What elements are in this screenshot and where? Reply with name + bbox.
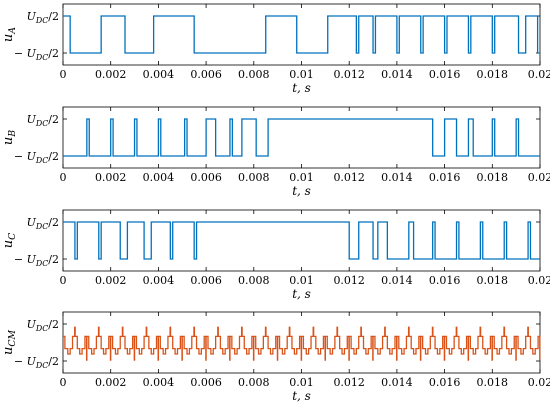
x-tick-label: 0.018 <box>477 376 509 389</box>
x-tick-label: 0.008 <box>238 376 270 389</box>
x-tick-label: 0.012 <box>333 376 365 389</box>
x-tick-label: 0.004 <box>143 68 175 81</box>
x-tick-label: 0.014 <box>381 274 413 287</box>
x-tick-label: 0.016 <box>429 171 461 184</box>
x-tick-label: 0 <box>60 376 67 389</box>
x-tick-label: 0.004 <box>143 274 175 287</box>
y-tick-label: − UDC/2 <box>14 47 59 62</box>
x-tick-label: 0.02 <box>528 68 550 81</box>
y-tick-label: UDC/2 <box>27 216 59 231</box>
x-tick-label: 0 <box>60 68 67 81</box>
x-tick-label: 0.008 <box>238 68 270 81</box>
x-axis-label: t, s <box>292 389 311 403</box>
x-tick-label: 0.002 <box>95 68 127 81</box>
series-line-1 <box>63 326 541 361</box>
x-tick-label: 0.016 <box>429 68 461 81</box>
y-axis-label: uB <box>1 130 18 145</box>
x-tick-label: 0.014 <box>381 68 413 81</box>
y-axis-label: uC <box>1 233 18 249</box>
x-axis-label: t, s <box>292 287 311 301</box>
x-tick-label: 0.014 <box>381 376 413 389</box>
series-line-1 <box>63 118 540 157</box>
y-tick-label: UDC/2 <box>27 10 59 25</box>
x-tick-label: 0.01 <box>289 171 314 184</box>
x-tick-label: 0 <box>60 274 67 287</box>
x-tick-label: 0.02 <box>528 274 550 287</box>
y-tick-label: − UDC/2 <box>14 253 59 268</box>
x-tick-label: 0.018 <box>477 171 509 184</box>
x-tick-label: 0.008 <box>238 274 270 287</box>
x-tick-label: 0.018 <box>477 68 509 81</box>
y-tick-label: UDC/2 <box>27 113 59 128</box>
y-axis-label: uA <box>1 27 18 42</box>
x-tick-label: 0.012 <box>333 171 365 184</box>
x-tick-label: 0.006 <box>190 274 222 287</box>
y-tick-label: − UDC/2 <box>14 150 59 165</box>
y-tick-label: UDC/2 <box>27 318 59 333</box>
x-tick-label: 0.01 <box>289 68 314 81</box>
series-line-1 <box>63 221 540 260</box>
x-tick-label: 0.014 <box>381 171 413 184</box>
panel-3: 0 0.002 0.004 0.006 0.008 0.01 0.012 0.014 0.016… <box>1 209 550 301</box>
series-line-1 <box>63 15 540 54</box>
x-tick-label: 0.004 <box>143 376 175 389</box>
x-tick-label: 0.012 <box>333 274 365 287</box>
plot-frame <box>62 209 541 272</box>
x-tick-label: 0.008 <box>238 171 270 184</box>
x-tick-label: 0.006 <box>190 68 222 81</box>
x-tick-label: 0.002 <box>95 274 127 287</box>
panel-2: 0 0.002 0.004 0.006 0.008 0.01 0.012 0.014 0.016… <box>1 106 550 198</box>
y-axis-label: uCM <box>1 330 18 356</box>
y-tick-label: − UDC/2 <box>14 355 59 370</box>
panel-1: 0 0.002 0.004 0.006 0.008 0.01 0.012 0.014 0.016… <box>1 3 550 95</box>
x-tick-label: 0.016 <box>429 376 461 389</box>
x-tick-label: 0.002 <box>95 171 127 184</box>
x-tick-label: 0.002 <box>95 376 127 389</box>
x-axis-label: t, s <box>292 184 311 198</box>
x-tick-label: 0 <box>60 171 67 184</box>
panel-4: 0 0.002 0.004 0.006 0.008 0.01 0.012 0.014 0.016… <box>1 311 550 403</box>
x-tick-label: 0.016 <box>429 274 461 287</box>
x-tick-label: 0.018 <box>477 274 509 287</box>
x-axis-label: t, s <box>292 81 311 95</box>
x-tick-label: 0.012 <box>333 68 365 81</box>
x-tick-label: 0.02 <box>528 171 550 184</box>
x-tick-label: 0.004 <box>143 171 175 184</box>
x-tick-label: 0.01 <box>289 376 314 389</box>
x-tick-label: 0.02 <box>528 376 550 389</box>
x-tick-label: 0.006 <box>190 376 222 389</box>
x-tick-label: 0.006 <box>190 171 222 184</box>
x-tick-label: 0.01 <box>289 274 314 287</box>
